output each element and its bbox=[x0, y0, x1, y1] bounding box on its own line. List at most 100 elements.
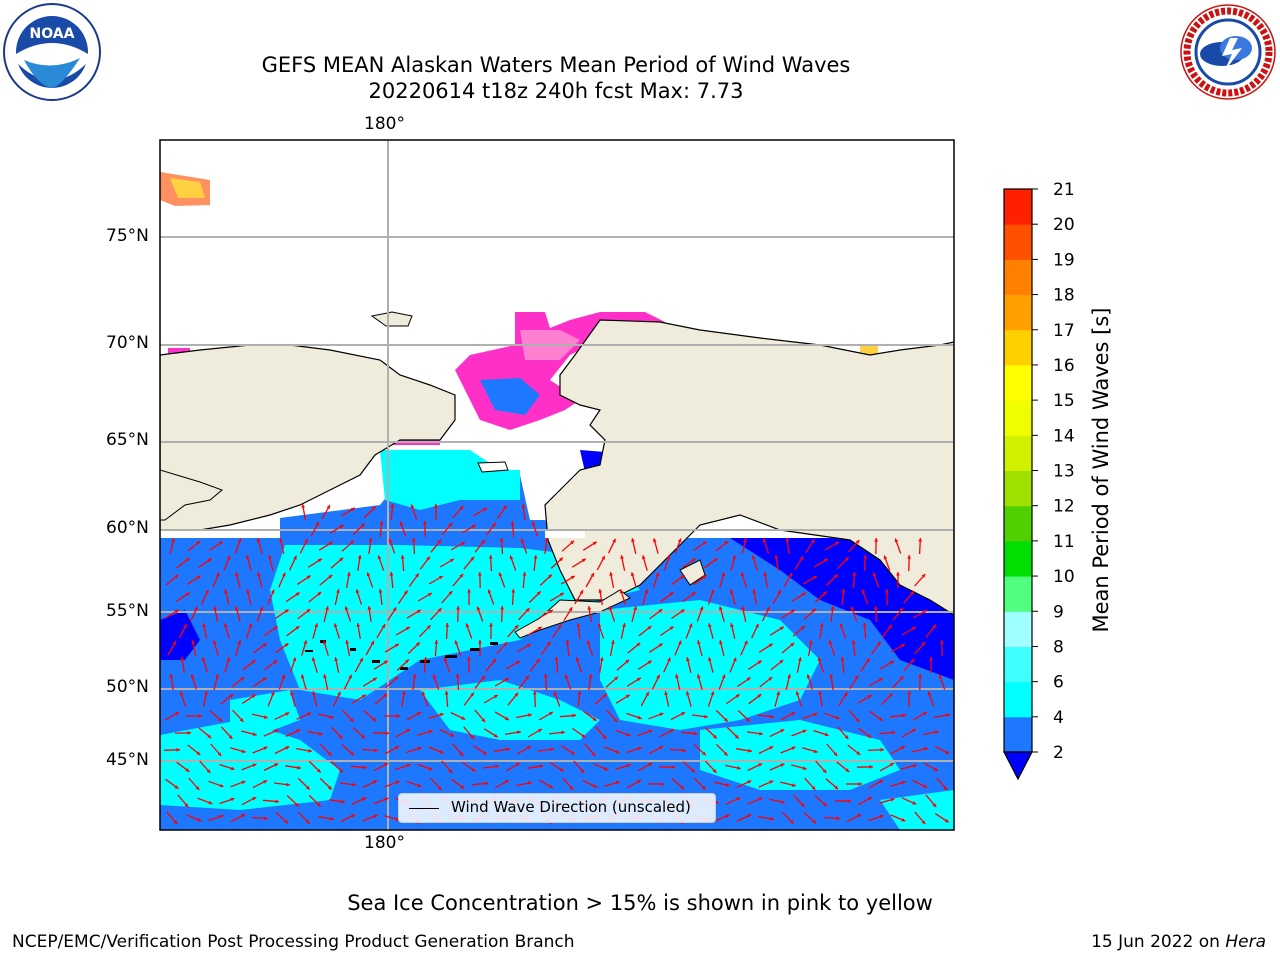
wind-arrow-head bbox=[212, 640, 217, 645]
wind-arrow-head bbox=[943, 786, 948, 791]
colorbar-segment bbox=[1004, 681, 1032, 718]
wind-arrow-head bbox=[932, 803, 937, 808]
wind-arrow-head bbox=[478, 640, 482, 644]
wind-arrow-head bbox=[395, 746, 400, 750]
wind-arrow-head bbox=[544, 538, 549, 542]
wind-arrow-head bbox=[612, 538, 616, 543]
wind-arrow-head bbox=[295, 626, 300, 630]
wind-arrow-head bbox=[316, 768, 321, 773]
wind-arrow-head bbox=[790, 609, 795, 614]
wind-arrow-head bbox=[748, 748, 752, 753]
wind-arrow-head bbox=[808, 640, 813, 644]
colorbar-segment bbox=[1004, 259, 1032, 296]
wind-arrow-head bbox=[489, 623, 493, 627]
wind-arrow-head bbox=[823, 558, 828, 563]
wind-arrow-head bbox=[274, 763, 279, 767]
wind-arrow-head bbox=[659, 746, 664, 750]
wind-arrow-head bbox=[427, 593, 432, 597]
wind-arrow-head bbox=[493, 695, 498, 699]
wind-arrow-head bbox=[626, 732, 631, 737]
noaa-logo: NOAA bbox=[3, 3, 101, 101]
wind-arrow-head bbox=[400, 555, 405, 559]
wind-arrow-head bbox=[405, 659, 409, 664]
wind-arrow-head bbox=[708, 657, 712, 662]
wind-arrow-head bbox=[379, 521, 384, 525]
wind-arrow-head bbox=[946, 713, 950, 718]
legend-label: Wind Wave Direction (unscaled) bbox=[451, 798, 691, 816]
wind-arrow-head bbox=[669, 592, 674, 596]
wind-arrow-head bbox=[492, 522, 496, 527]
colorbar-extend-min bbox=[1003, 751, 1033, 781]
wind-arrow-head bbox=[543, 674, 548, 678]
wind-arrow-head bbox=[702, 751, 706, 756]
wind-arrow-head bbox=[818, 691, 823, 695]
wind-arrow-head bbox=[297, 765, 301, 770]
wind-arrow-head bbox=[184, 803, 189, 808]
wind-arrow-head bbox=[363, 765, 367, 770]
wind-arrow-head bbox=[444, 691, 449, 695]
wind-arrow-head bbox=[927, 691, 932, 696]
wind-arrow-head bbox=[346, 572, 351, 576]
wind-arrow-head bbox=[907, 691, 912, 695]
colorbar-tick-label: 21 bbox=[1053, 182, 1075, 200]
wind-arrow-head bbox=[366, 572, 371, 577]
wind-arrow-head bbox=[620, 555, 624, 559]
wind-arrow-head bbox=[357, 555, 362, 559]
wind-arrow-head bbox=[577, 691, 582, 695]
wind-arrow-head bbox=[438, 576, 443, 580]
wind-arrow-head bbox=[669, 626, 674, 631]
wind-arrow-head bbox=[835, 715, 840, 720]
wind-arrow-head bbox=[230, 797, 235, 802]
wind-arrow-head bbox=[224, 589, 228, 594]
wind-arrow-head bbox=[854, 675, 859, 680]
wind-arrow-head bbox=[329, 715, 334, 719]
wind-arrow-head bbox=[591, 752, 596, 757]
wind-arrow-head bbox=[528, 781, 532, 785]
wind-arrow-head bbox=[315, 521, 319, 526]
wind-arrow-head bbox=[319, 732, 323, 736]
wind-arrow-head bbox=[855, 540, 860, 544]
colorbar-title: Mean Period of Wind Waves [s] bbox=[1089, 307, 1113, 633]
wind-arrow-head bbox=[448, 591, 453, 595]
wind-arrow-head bbox=[736, 797, 741, 801]
wind-arrow-head bbox=[526, 644, 531, 648]
wind-arrow-head bbox=[647, 660, 652, 665]
wind-arrow-head bbox=[273, 660, 278, 664]
wind-arrow-head bbox=[940, 640, 944, 644]
colorbar-tick-label: 10 bbox=[1053, 567, 1075, 587]
wind-arrow-head bbox=[801, 625, 805, 630]
wind-arrow-head bbox=[615, 780, 620, 785]
wind-arrow-head bbox=[921, 641, 926, 646]
wind-arrow-head bbox=[361, 694, 366, 699]
wind-arrow-head bbox=[637, 715, 642, 720]
wind-arrow-head bbox=[593, 784, 598, 788]
wind-arrow-head bbox=[437, 539, 441, 544]
wind-arrow-head bbox=[576, 623, 581, 627]
wind-arrow-head bbox=[819, 623, 824, 627]
colorbar-segment bbox=[1004, 716, 1032, 753]
wind-arrow-head bbox=[799, 556, 804, 561]
wind-arrow-head bbox=[275, 799, 279, 804]
wind-arrow-head bbox=[697, 640, 701, 645]
wind-arrow-head bbox=[173, 820, 178, 825]
wind-arrow-head bbox=[284, 609, 289, 614]
wind-arrow-head bbox=[290, 691, 294, 696]
wind-arrow-head bbox=[901, 818, 906, 822]
wind-arrow-head bbox=[339, 768, 343, 773]
wind-arrow-head bbox=[877, 641, 881, 646]
wind-arrow-head bbox=[195, 786, 200, 790]
wind-arrow-head bbox=[735, 694, 740, 698]
wind-arrow-head bbox=[339, 557, 344, 562]
wind-arrow-head bbox=[829, 674, 834, 678]
wind-arrow-head bbox=[499, 538, 504, 542]
wind-arrow-head bbox=[514, 692, 519, 697]
wind-arrow-head bbox=[701, 786, 706, 790]
wind-arrow-head bbox=[465, 623, 470, 628]
wind-arrow-head bbox=[592, 717, 597, 721]
wind-arrow-head bbox=[248, 623, 253, 628]
wind-arrow-head bbox=[403, 590, 408, 595]
wind-arrow-head bbox=[422, 521, 427, 525]
wind-arrow-head bbox=[681, 712, 686, 716]
wind-arrow-head bbox=[470, 692, 474, 697]
wind-arrow-head bbox=[207, 734, 212, 739]
